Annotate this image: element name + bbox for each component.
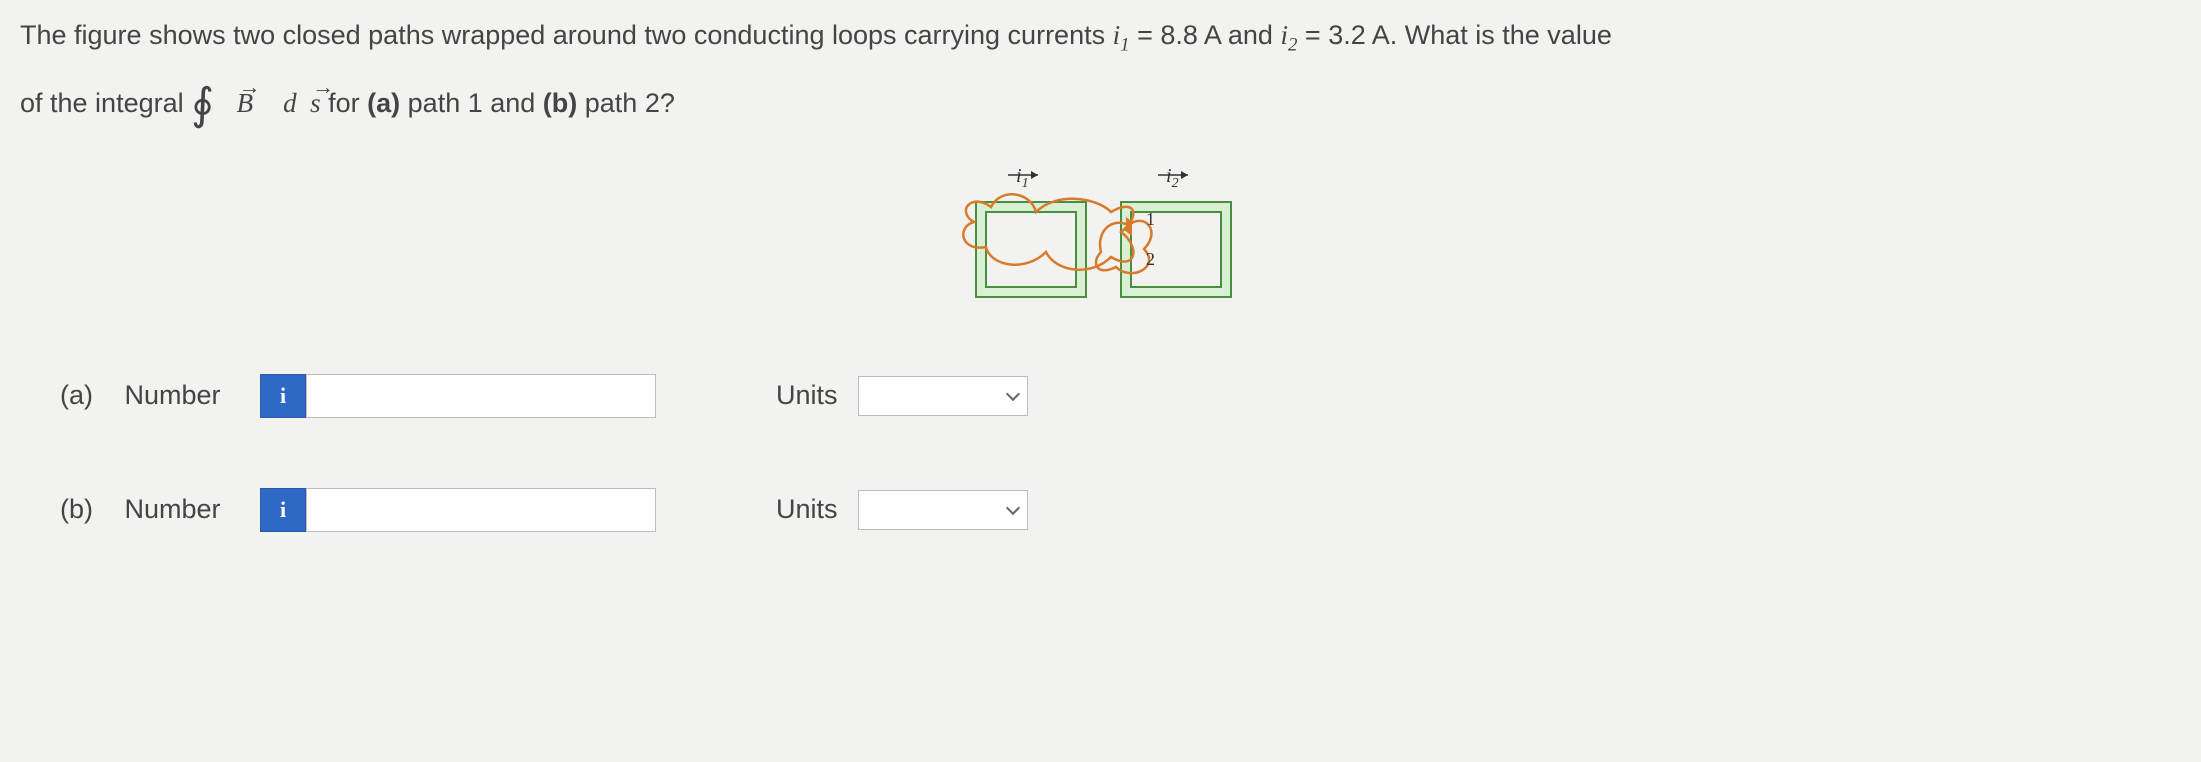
i1-eq: = 8.8 A and <box>1130 20 1281 50</box>
number-input-b[interactable] <box>306 488 656 532</box>
vector-s: s <box>310 88 321 118</box>
circuit-figure: i1 i2 1 2 <box>946 157 1256 327</box>
units-select-a[interactable] <box>858 376 1028 416</box>
q-part1: The figure shows two closed paths wrappe… <box>20 20 1113 50</box>
units-label-b: Units <box>776 494 838 525</box>
number-input-a[interactable] <box>306 374 656 418</box>
answer-row-b: (b) Number i Units <box>60 488 2181 532</box>
fig-i2-sub: 2 <box>1171 176 1178 191</box>
answers-section: (a) Number i Units (b) Number i Units <box>20 374 2181 532</box>
svg-text:i2: i2 <box>1166 165 1179 191</box>
units-label-a: Units <box>776 380 838 411</box>
svg-text:i1: i1 <box>1016 165 1029 191</box>
info-icon-a[interactable]: i <box>260 374 306 418</box>
part-a-bold: (a) <box>367 88 400 118</box>
i2-eq: = 3.2 A. What is the value <box>1297 20 1611 50</box>
vector-B: B <box>237 88 254 118</box>
number-label-a: Number <box>125 380 221 410</box>
row-a-label: (a) Number <box>60 380 260 411</box>
fig-path2-label: 2 <box>1146 249 1155 269</box>
after-b: path 2? <box>577 88 675 118</box>
part-a: (a) <box>60 380 93 410</box>
units-select-b[interactable] <box>858 490 1028 530</box>
closed-integral-icon: ∮ <box>191 63 214 147</box>
question-text: The figure shows two closed paths wrappe… <box>20 10 2181 147</box>
integral-d: d <box>283 88 297 118</box>
i2-sub: 2 <box>1288 34 1297 55</box>
info-icon-b[interactable]: i <box>260 488 306 532</box>
fig-path1-label: 1 <box>1146 209 1155 229</box>
part-b: (b) <box>60 494 93 524</box>
i2-symbol: i <box>1280 20 1288 50</box>
q-line2-p1: of the integral <box>20 88 191 118</box>
part-b-bold: (b) <box>543 88 577 118</box>
after-a: path 1 and <box>400 88 543 118</box>
answer-row-a: (a) Number i Units <box>60 374 2181 418</box>
row-b-label: (b) Number <box>60 494 260 525</box>
i1-sub: 1 <box>1120 34 1129 55</box>
fig-i1-sub: 1 <box>1021 176 1028 191</box>
number-label-b: Number <box>125 494 221 524</box>
figure-container: i1 i2 1 2 <box>20 157 2181 334</box>
i1-symbol: i <box>1113 20 1121 50</box>
